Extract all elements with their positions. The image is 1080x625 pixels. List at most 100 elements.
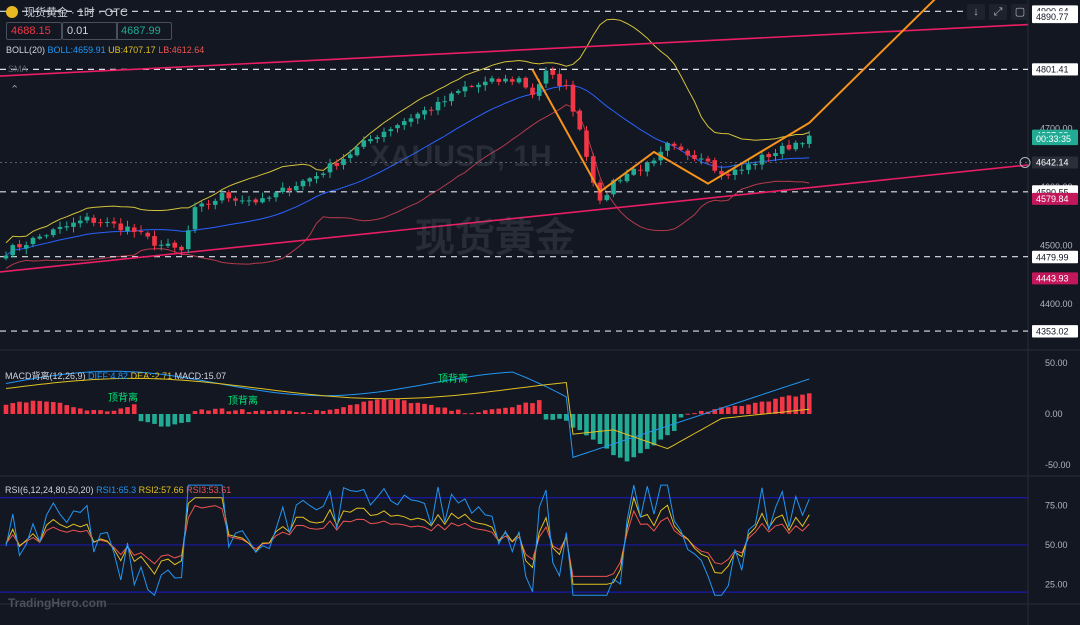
macd-bar xyxy=(786,395,792,414)
candle-body xyxy=(496,78,502,82)
macd-histogram xyxy=(3,393,812,462)
macd-bar xyxy=(118,408,124,414)
macd-bar xyxy=(779,396,785,414)
macd-bar xyxy=(577,414,583,431)
candle-body xyxy=(98,222,103,224)
macd-bar xyxy=(233,410,238,414)
rsi-legend: RSI(6,12,24,80,50,20) RSI1:65.3 RSI2:57.… xyxy=(5,485,231,495)
candle-body xyxy=(172,242,178,248)
price-label: 4353.02 xyxy=(1036,327,1069,337)
arrow-down-icon[interactable]: ↓ xyxy=(967,4,985,20)
macd-bar xyxy=(84,410,90,414)
candle-body xyxy=(631,168,637,175)
macd-bar xyxy=(503,407,508,414)
candle-body xyxy=(584,130,589,157)
fullscreen-icon[interactable]: ⤢ xyxy=(989,4,1007,20)
boll-lower-value: LB:4612.64 xyxy=(158,45,205,55)
macd-bar xyxy=(651,414,657,446)
lot-size-input[interactable]: 0.01 xyxy=(62,22,118,40)
brand-watermark: TradingHero.com xyxy=(8,596,107,610)
candle-body xyxy=(449,93,454,102)
macd-bar xyxy=(692,413,697,415)
candle-body xyxy=(671,143,677,146)
macd-bar xyxy=(536,400,542,414)
macd-bar xyxy=(685,413,691,415)
sell-button[interactable]: 4688.15 xyxy=(6,22,62,40)
macd-bar xyxy=(314,410,319,414)
candle-body xyxy=(327,163,333,173)
gold-coin-icon xyxy=(6,6,18,18)
candle-body xyxy=(422,110,427,115)
macd-bar xyxy=(253,410,259,414)
candle-body xyxy=(341,158,346,166)
macd-bar xyxy=(806,393,812,414)
candle-body xyxy=(17,244,22,248)
macd-bar xyxy=(293,412,299,414)
candle-body xyxy=(624,173,630,182)
macd-bar xyxy=(604,414,610,449)
candle-body xyxy=(401,121,407,126)
candle-body xyxy=(361,140,367,147)
rsi3-value: RSI3:53.61 xyxy=(186,485,232,495)
macd-bar xyxy=(435,407,441,414)
candle-body xyxy=(253,199,259,203)
macd-bar xyxy=(212,408,218,414)
candle-body xyxy=(3,255,9,259)
candle-body xyxy=(408,118,414,122)
macd-bar xyxy=(597,414,603,444)
candle-body xyxy=(725,174,731,176)
macd-bar xyxy=(557,414,562,419)
macd-axis-tick: 50.00 xyxy=(1045,358,1068,368)
macd-bar xyxy=(111,410,117,414)
macd-bar xyxy=(260,410,265,414)
candle-body xyxy=(206,203,211,205)
macd-bar xyxy=(354,404,360,414)
candle-body xyxy=(415,113,421,119)
candle-body xyxy=(509,79,515,82)
macd-bar xyxy=(712,409,718,414)
macd-bar xyxy=(71,407,76,414)
rsi1-line xyxy=(5,484,810,597)
macd-bar xyxy=(624,414,630,462)
candles-group xyxy=(3,66,812,261)
macd-bar xyxy=(152,414,157,424)
price-label: 4479.99 xyxy=(1036,252,1069,262)
macd-hist-value: MACD:15.07 xyxy=(174,371,227,381)
macd-bar xyxy=(489,409,495,414)
zigzag-pattern xyxy=(531,0,936,194)
macd-bar xyxy=(361,401,367,414)
symbol-watermark: XAUUSD, 1H xyxy=(370,140,552,173)
rsi2-value: RSI2:57.66 xyxy=(138,485,184,495)
boll-upper-band xyxy=(5,18,810,244)
boll-legend: BOLL(20) BOLL:4659.91 UB:4707.17 LB:4612… xyxy=(6,45,204,55)
buy-button[interactable]: 4687.99 xyxy=(116,22,172,40)
candle-body xyxy=(307,178,313,182)
macd-dea-value: DEA:-2.71 xyxy=(130,371,173,381)
candle-body xyxy=(118,223,124,231)
candle-body xyxy=(530,87,535,95)
macd-bar xyxy=(165,414,171,427)
symbol-title[interactable]: 现货黄金 · 1时 · OTC xyxy=(24,7,128,19)
candle-body xyxy=(719,170,724,175)
macd-bar xyxy=(563,414,569,421)
candle-body xyxy=(644,162,650,172)
candle-body xyxy=(138,230,144,232)
snapshot-icon[interactable]: ▢ xyxy=(1011,4,1029,20)
macd-bar xyxy=(206,410,211,414)
candle-body xyxy=(503,78,508,82)
candle-body xyxy=(563,85,569,87)
macd-bar xyxy=(341,407,346,414)
macd-bar xyxy=(287,410,292,414)
macd-bar xyxy=(550,414,556,420)
macd-bar xyxy=(374,399,380,414)
macd-bar xyxy=(408,403,414,414)
macd-bar xyxy=(37,400,43,414)
collapse-chevron-icon[interactable]: ⌃ xyxy=(10,84,20,96)
candle-body xyxy=(354,147,360,156)
macd-bar xyxy=(307,412,313,414)
macd-axis-tick: 0.00 xyxy=(1045,409,1063,419)
macd-bar xyxy=(678,414,684,418)
macd-bar xyxy=(644,414,650,449)
candle-body xyxy=(442,101,448,103)
